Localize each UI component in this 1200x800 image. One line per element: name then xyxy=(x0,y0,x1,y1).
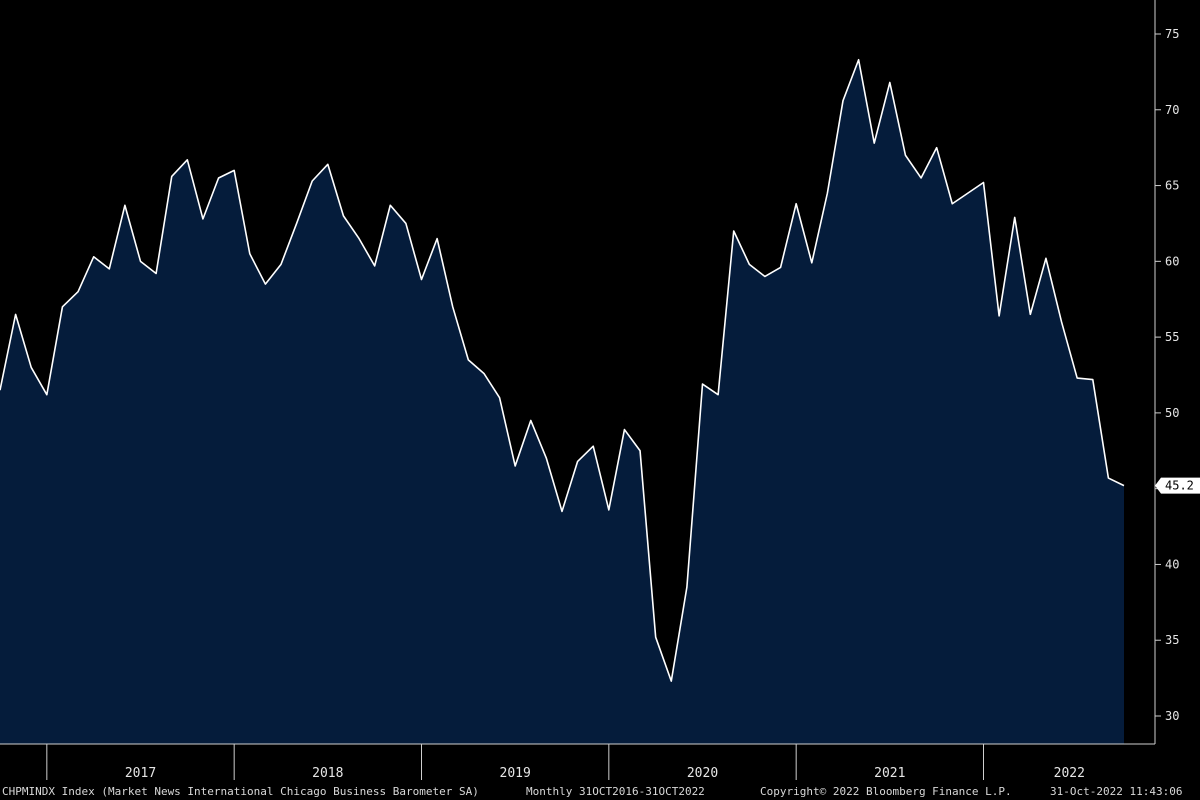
footer-timestamp: 31-Oct-2022 11:43:06 xyxy=(1050,785,1183,798)
plot-area xyxy=(0,58,1125,744)
y-tick: 75 xyxy=(1155,27,1179,41)
y-tick: 70 xyxy=(1155,103,1179,117)
footer-bar: CHPMINDX Index (Market News Internationa… xyxy=(0,783,1200,800)
y-tick: 40 xyxy=(1155,557,1179,571)
y-tick: 60 xyxy=(1155,254,1179,268)
y-tick-label: 30 xyxy=(1165,709,1179,723)
x-tick-label: 2022 xyxy=(1054,766,1085,781)
last-value-tag xyxy=(1155,477,1200,494)
y-tick-label: 60 xyxy=(1165,254,1179,268)
x-axis: 2017 2018 2019 2020 2021 2022 xyxy=(0,743,1155,781)
series-area-fill xyxy=(0,59,1124,744)
footer-ticker: CHPMINDX Index (Market News Internationa… xyxy=(2,785,479,798)
x-tick-label: 2021 xyxy=(874,766,905,781)
y-tick-label: 65 xyxy=(1165,179,1179,193)
y-tick-label: 35 xyxy=(1165,633,1179,647)
y-tick: 55 xyxy=(1155,330,1179,344)
x-tick-label: 2017 xyxy=(125,766,156,781)
series-line xyxy=(0,58,1125,682)
y-tick-label: 55 xyxy=(1165,330,1179,344)
x-tick-label: 2020 xyxy=(687,766,718,781)
y-tick-label: 75 xyxy=(1165,27,1179,41)
y-tick-label: 40 xyxy=(1165,557,1179,571)
footer-copyright: Copyright© 2022 Bloomberg Finance L.P. xyxy=(760,785,1012,798)
last-value-marker: 45.2 xyxy=(1155,477,1200,494)
footer-range: Monthly 31OCT2016-31OCT2022 xyxy=(526,785,705,798)
y-tick: 30 xyxy=(1155,709,1179,723)
y-tick: 65 xyxy=(1155,179,1179,193)
y-axis: 30354045505560657075 xyxy=(1154,0,1179,744)
x-tick-label: 2019 xyxy=(500,766,531,781)
y-tick-label: 70 xyxy=(1165,103,1179,117)
y-tick: 35 xyxy=(1155,633,1179,647)
x-tick-label: 2018 xyxy=(312,766,343,781)
last-value-label: 45.2 xyxy=(1165,479,1194,493)
y-tick: 50 xyxy=(1155,406,1179,420)
y-tick-label: 50 xyxy=(1165,406,1179,420)
